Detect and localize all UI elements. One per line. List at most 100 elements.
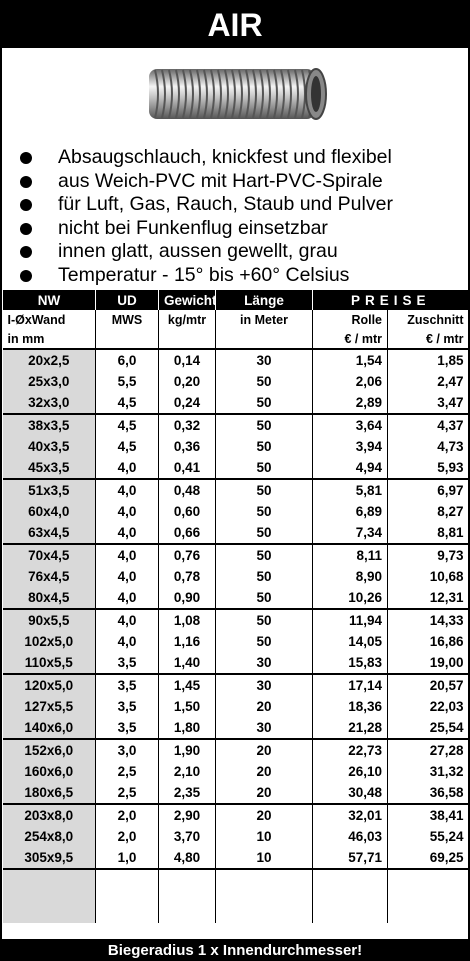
data-cell: 254x8,0 (3, 826, 96, 847)
empty-cell (216, 869, 313, 923)
data-cell: 69,25 (388, 847, 469, 869)
data-cell: 8,11 (313, 544, 388, 566)
data-cell: 14,05 (313, 631, 388, 652)
data-cell: 120x5,0 (3, 674, 96, 696)
hose-illustration (135, 61, 335, 127)
data-cell: 1,0 (96, 847, 159, 869)
data-cell: 25x3,0 (3, 371, 96, 392)
empty-cell (96, 869, 159, 923)
feature-list: Absaugschlauch, knickfest und flexibelau… (2, 140, 468, 290)
data-cell: 20 (216, 804, 313, 826)
subheader-row: in mm€ / mtr€ / mtr (3, 329, 469, 349)
data-row: 76x4,54,00,78508,9010,68 (3, 566, 469, 587)
data-cell: 110x5,5 (3, 652, 96, 674)
data-cell: 3,5 (96, 696, 159, 717)
data-row: 120x5,03,51,453017,1420,57 (3, 674, 469, 696)
price-table: NWUDGewichtLängePREISEI-ØxWandMWSkg/mtri… (2, 290, 469, 923)
data-cell: 0,78 (159, 566, 216, 587)
data-cell: 180x6,5 (3, 782, 96, 804)
data-cell: 55,24 (388, 826, 469, 847)
feature-item: aus Weich-PVC mit Hart-PVC-Spirale (20, 170, 468, 194)
data-cell: 0,32 (159, 414, 216, 436)
subheader-cell: kg/mtr (159, 310, 216, 329)
data-cell: 5,5 (96, 371, 159, 392)
subheader-cell: Rolle (313, 310, 388, 329)
data-cell: 31,32 (388, 761, 469, 782)
data-cell: 18,36 (313, 696, 388, 717)
data-cell: 14,33 (388, 609, 469, 631)
subheader-cell: Zuschnitt (388, 310, 469, 329)
title-bar: AIR (2, 2, 468, 48)
data-cell: 10,26 (313, 587, 388, 609)
data-cell: 4,5 (96, 414, 159, 436)
data-cell: 8,27 (388, 501, 469, 522)
data-cell: 2,06 (313, 371, 388, 392)
data-cell: 30 (216, 349, 313, 371)
data-cell: 127x5,5 (3, 696, 96, 717)
data-cell: 1,90 (159, 739, 216, 761)
data-cell: 1,16 (159, 631, 216, 652)
feature-item: Absaugschlauch, knickfest und flexibel (20, 146, 468, 170)
data-cell: 0,36 (159, 436, 216, 457)
empty-cell (388, 869, 469, 923)
empty-cell (3, 869, 96, 923)
data-cell: 6,97 (388, 479, 469, 501)
footer-text: Biegeradius 1 x Innendurchmesser! (108, 942, 362, 959)
subheader-cell: in Meter (216, 310, 313, 329)
data-cell: 2,5 (96, 782, 159, 804)
data-cell: 0,41 (159, 457, 216, 479)
data-cell: 57,71 (313, 847, 388, 869)
header-cell: PREISE (313, 290, 469, 310)
subheader-cell (96, 329, 159, 349)
data-cell: 32x3,0 (3, 392, 96, 414)
data-cell: 4,73 (388, 436, 469, 457)
data-cell: 140x6,0 (3, 717, 96, 739)
data-row: 305x9,51,04,801057,7169,25 (3, 847, 469, 869)
data-cell: 9,73 (388, 544, 469, 566)
data-cell: 1,45 (159, 674, 216, 696)
data-cell: 76x4,5 (3, 566, 96, 587)
data-row: 51x3,54,00,48505,816,97 (3, 479, 469, 501)
data-cell: 50 (216, 522, 313, 544)
data-cell: 50 (216, 544, 313, 566)
data-cell: 3,5 (96, 652, 159, 674)
data-cell: 3,5 (96, 674, 159, 696)
data-cell: 4,5 (96, 436, 159, 457)
header-cell: Länge (216, 290, 313, 310)
data-cell: 2,0 (96, 804, 159, 826)
data-cell: 4,5 (96, 392, 159, 414)
data-cell: 20 (216, 739, 313, 761)
feature-item: für Luft, Gas, Rauch, Staub und Pulver (20, 193, 468, 217)
data-cell: 4,0 (96, 457, 159, 479)
data-cell: 38,41 (388, 804, 469, 826)
data-cell: 50 (216, 587, 313, 609)
data-cell: 0,24 (159, 392, 216, 414)
data-cell: 203x8,0 (3, 804, 96, 826)
data-cell: 38x3,5 (3, 414, 96, 436)
data-row: 45x3,54,00,41504,945,93 (3, 457, 469, 479)
data-cell: 30 (216, 674, 313, 696)
data-cell: 2,47 (388, 371, 469, 392)
feature-item: innen glatt, aussen gewellt, grau (20, 240, 468, 264)
data-cell: 19,00 (388, 652, 469, 674)
data-cell: 50 (216, 566, 313, 587)
data-cell: 3,94 (313, 436, 388, 457)
data-cell: 26,10 (313, 761, 388, 782)
data-cell: 3,47 (388, 392, 469, 414)
data-cell: 36,58 (388, 782, 469, 804)
empty-row (3, 869, 469, 923)
data-cell: 0,14 (159, 349, 216, 371)
data-cell: 50 (216, 501, 313, 522)
data-cell: 46,03 (313, 826, 388, 847)
data-cell: 1,50 (159, 696, 216, 717)
header-cell: UD (96, 290, 159, 310)
